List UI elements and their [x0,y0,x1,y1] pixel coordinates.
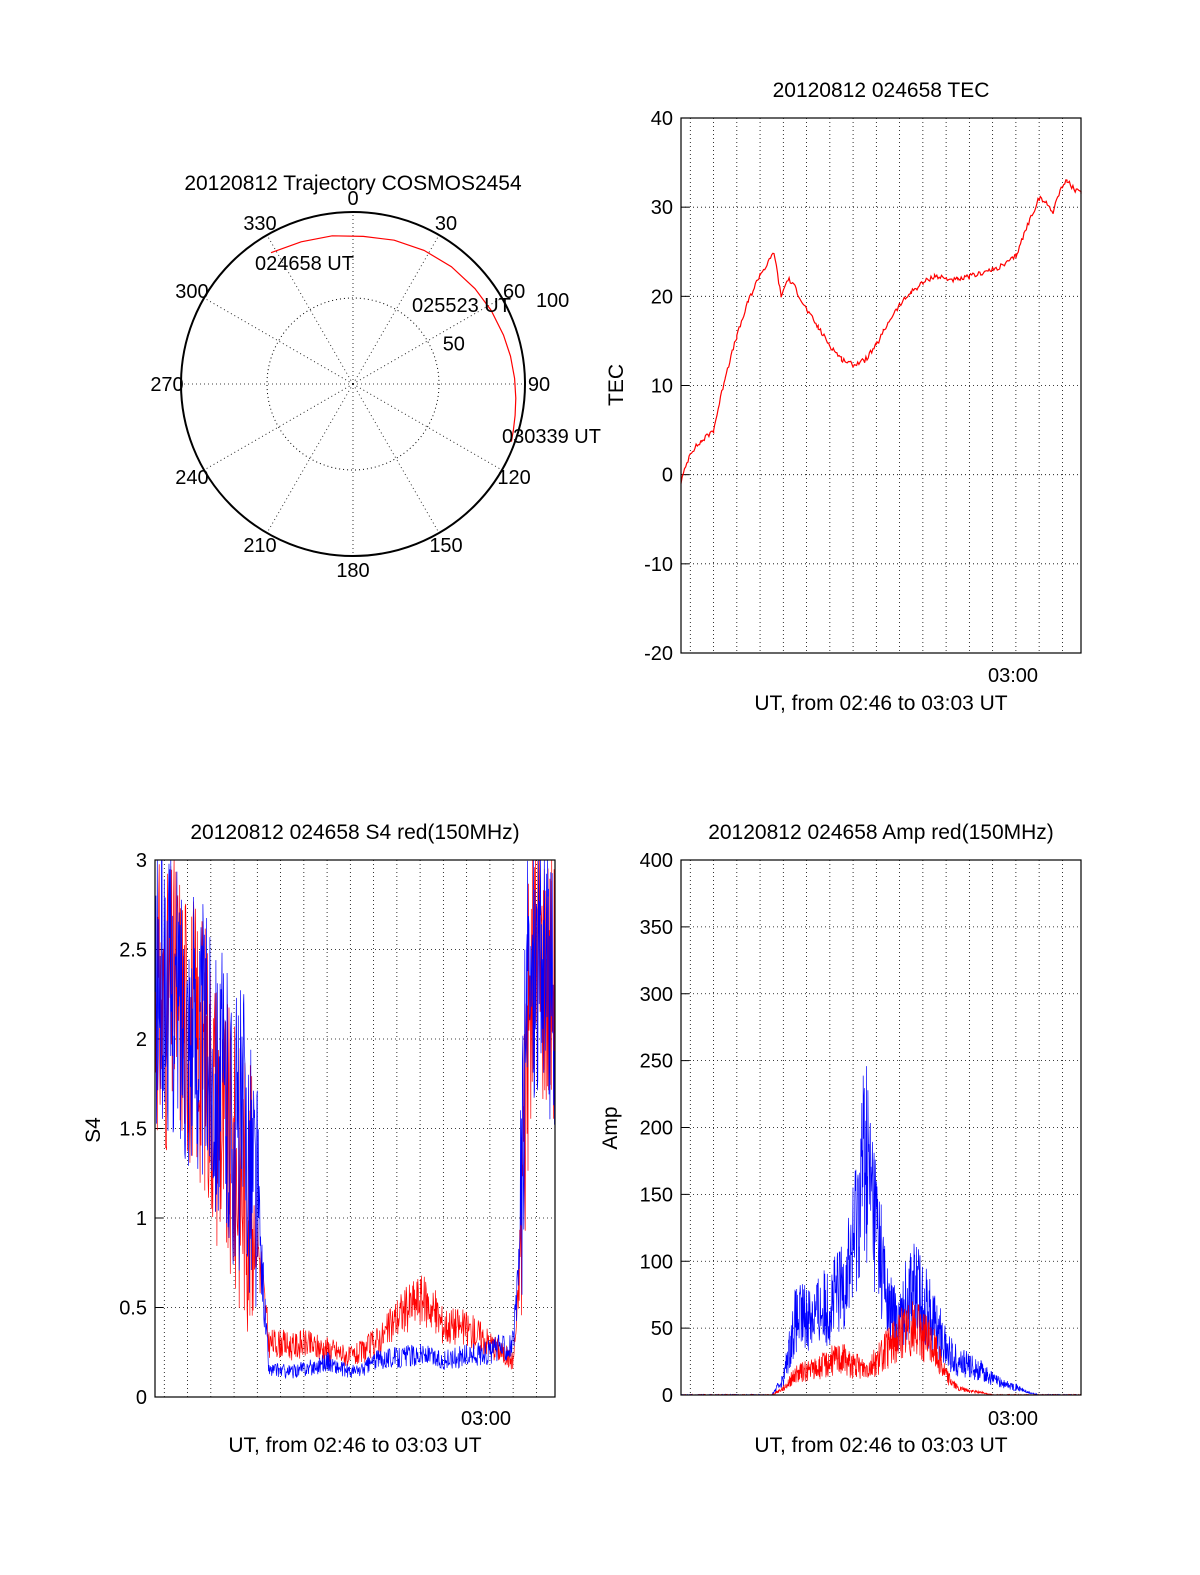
tec-ytick-label: -10 [644,554,673,576]
polar-azimuth-label: 210 [243,535,276,557]
amp-ytick-label: 250 [640,1051,673,1073]
polar-radial-label: 100 [536,290,569,312]
polar-spoke [352,297,503,385]
polar-azimuth-label: 270 [150,374,183,396]
tec-series-red [680,179,1082,484]
polar-spoke [266,234,354,385]
tec-ytick-label: -20 [644,643,673,665]
s4-ylabel: S4 [82,1117,105,1143]
polar-azimuth-label: 240 [175,467,208,489]
s4-xlabel: UT, from 02:46 to 03:03 UT [228,1434,481,1457]
tec-ytick-label: 0 [662,465,673,487]
amp-ytick-label: 350 [640,917,673,939]
tec-chart: 20120812 024658 TEC UT, from 02:46 to 03… [605,79,1082,715]
polar-azimuth-label: 330 [243,213,276,235]
tec-xtick-label: 03:00 [988,665,1038,687]
s4-ytick-label: 3 [136,850,147,872]
s4-title: 20120812 024658 S4 red(150MHz) [190,821,519,844]
amp-ytick-label: 400 [640,850,673,872]
s4-plot-frame [154,859,556,1398]
polar-spoke [352,383,440,534]
polar-outer-ring [180,211,526,557]
annotation-start-time: 024658 UT [255,253,354,275]
polar-spoke [352,383,503,471]
amp-ytick-label: 100 [640,1251,673,1273]
polar-inner-ring [266,297,440,471]
amp-ytick-label: 50 [651,1318,673,1340]
amp-ytick-label: 150 [640,1184,673,1206]
s4-xtick-label: 03:00 [461,1408,511,1430]
amp-chart: 20120812 024658 Amp red(150MHz) UT, from… [599,821,1082,1457]
tec-ytick-label: 10 [651,376,673,398]
tec-ytick-label: 30 [651,197,673,219]
s4-ytick-label: 2.5 [119,940,147,962]
s4-ytick-label: 1.5 [119,1119,147,1141]
amp-plot-frame [680,859,1082,1396]
s4-ytick-label: 2 [136,1029,147,1051]
tec-ylabel: TEC [605,364,628,406]
amp-ytick-label: 200 [640,1118,673,1140]
tec-xlabel: UT, from 02:46 to 03:03 UT [754,692,1007,715]
amp-ylabel: Amp [599,1106,622,1149]
tec-ytick-label: 20 [651,286,673,308]
amp-ytick-label: 0 [662,1385,673,1407]
polar-azimuth-label: 150 [429,535,462,557]
trajectory-polar-plot: 20120812 Trajectory COSMOS2454 0 30 60 90 12… [150,172,601,582]
s4-ytick-label: 0 [136,1387,147,1409]
polar-spoke [352,234,440,385]
polar-azimuth-label: 300 [175,281,208,303]
polar-radial-label: 50 [443,334,465,356]
s4-chart: 20120812 024658 S4 red(150MHz) UT, from … [82,821,556,1457]
polar-azimuth-label: 60 [503,281,525,303]
polar-azimuth-label: 0 [347,188,358,210]
polar-azimuth-label: 30 [435,213,457,235]
s4-ytick-label: 1 [136,1208,147,1230]
amp-xlabel: UT, from 02:46 to 03:03 UT [754,1434,1007,1457]
amp-xtick-label: 03:00 [988,1408,1038,1430]
s4-series-red [154,859,556,1370]
polar-spoke [203,297,354,385]
trajectory-title: 20120812 Trajectory COSMOS2454 [184,172,522,195]
tec-ytick-label: 40 [651,108,673,130]
amp-series-red [680,1301,1082,1396]
annotation-mid-time: 025523 UT [412,295,511,317]
polar-spoke [203,383,354,471]
polar-spoke [266,383,354,534]
s4-series-blue [154,859,556,1380]
polar-azimuth-label: 180 [336,560,369,582]
amp-ytick-label: 300 [640,984,673,1006]
polar-azimuth-label: 90 [528,374,550,396]
tec-plot-frame [680,117,1082,654]
annotation-end-time: 030339 UT [502,426,601,448]
amp-title: 20120812 024658 Amp red(150MHz) [708,821,1054,844]
polar-azimuth-label: 120 [497,467,530,489]
s4-ytick-label: 0.5 [119,1298,147,1320]
trajectory-track [270,235,517,442]
tec-title: 20120812 024658 TEC [773,79,990,102]
